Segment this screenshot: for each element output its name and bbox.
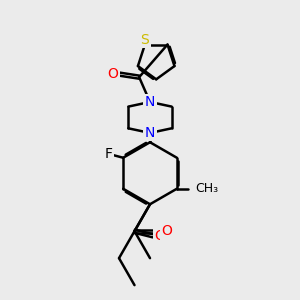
Text: O: O	[162, 224, 172, 238]
Text: N: N	[145, 95, 155, 109]
Text: O: O	[154, 229, 165, 243]
Text: S: S	[140, 33, 149, 47]
Text: F: F	[104, 147, 112, 161]
Text: CH₃: CH₃	[195, 182, 219, 195]
Text: O: O	[107, 67, 118, 81]
Text: N: N	[145, 126, 155, 140]
